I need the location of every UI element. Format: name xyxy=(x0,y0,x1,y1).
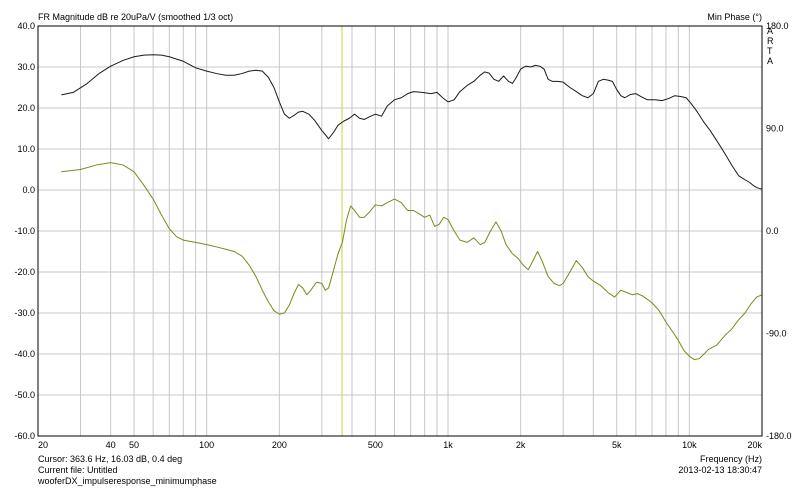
y-left-tick-label: -50.0 xyxy=(14,390,35,400)
x-tick-label: 200 xyxy=(272,440,287,450)
current-file-label: Current file: Untitled xyxy=(38,465,118,475)
x-tick-label: 1k xyxy=(443,440,453,450)
phase-curve xyxy=(61,162,763,361)
magnitude-curve xyxy=(61,54,763,190)
y-left-tick-label: -60.0 xyxy=(14,431,35,441)
y-left-tick-label: -20.0 xyxy=(14,267,35,277)
timestamp-label: 2013-02-13 18:30:47 xyxy=(678,465,762,475)
x-tick-label: 20 xyxy=(38,440,48,450)
y-right-tick-label: 0.0 xyxy=(766,226,779,236)
y-right-tick-label: 90.0 xyxy=(766,124,784,134)
x-tick-label: 100 xyxy=(199,440,214,450)
y-left-tick-label: 40.0 xyxy=(17,21,35,31)
y-left-tick-label: 10.0 xyxy=(17,144,35,154)
y-left-tick-label: 20.0 xyxy=(17,103,35,113)
file-name-label: wooferDX_impulseresponse_minimumphase xyxy=(38,476,217,486)
y-right-tick-label: -90.0 xyxy=(766,329,787,339)
y-left-tick-label: -40.0 xyxy=(14,349,35,359)
y-left-tick-label: -30.0 xyxy=(14,308,35,318)
y-left-tick-label: 0.0 xyxy=(22,185,35,195)
y-right-tick-label: -180.0 xyxy=(766,431,792,441)
x-tick-label: 50 xyxy=(129,440,139,450)
x-tick-label: 500 xyxy=(368,440,383,450)
x-tick-label: 2k xyxy=(516,440,526,450)
plot-frame xyxy=(37,25,763,437)
x-tick-label: 20k xyxy=(747,440,762,450)
y-left-tick-label: 30.0 xyxy=(17,62,35,72)
series-layer xyxy=(61,54,763,361)
cursor-readout: Cursor: 363.6 Hz, 16.03 dB, 0.4 deg xyxy=(38,454,183,464)
plot-grid xyxy=(37,25,763,437)
chart-title: FR Magnitude dB re 20uPa/V (smoothed 1/3… xyxy=(38,12,234,22)
axis-layer: 40.0 30.0 20.0 10.0 0.0 -10.0 -20.0 -30.0 -40.0 -… xyxy=(14,21,791,450)
x-tick-label: 5k xyxy=(612,440,622,450)
right-axis-label: Min Phase (°) xyxy=(707,12,762,22)
y-left-tick-label: -10.0 xyxy=(14,226,35,236)
y-right-tick-label: 180.0 xyxy=(766,21,789,31)
x-axis-label: Frequency (Hz) xyxy=(699,454,762,464)
x-tick-label: 40 xyxy=(106,440,116,450)
x-tick-label: 10k xyxy=(682,440,697,450)
